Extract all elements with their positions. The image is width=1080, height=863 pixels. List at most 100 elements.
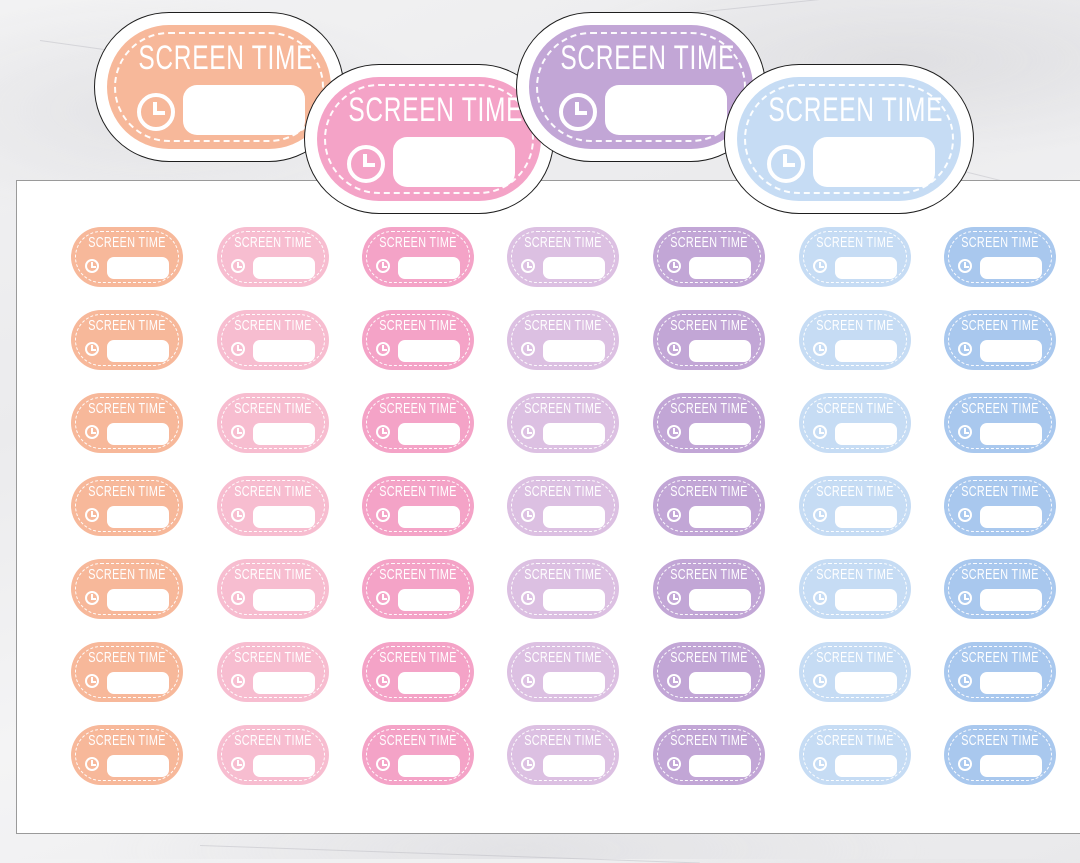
clock-icon xyxy=(521,508,535,522)
write-in-box xyxy=(398,506,460,528)
clock-icon xyxy=(231,674,245,688)
sticker-title: SCREEN TIME xyxy=(234,566,312,583)
clock-icon xyxy=(667,259,681,273)
clock-icon xyxy=(231,259,245,273)
clock-icon xyxy=(958,425,972,439)
sticker-light_pink: SCREEN TIME xyxy=(217,310,329,370)
sticker-title: SCREEN TIME xyxy=(961,234,1039,251)
sticker-title: SCREEN TIME xyxy=(379,649,457,666)
sticker-peach: SCREEN TIME xyxy=(71,476,183,536)
write-in-box xyxy=(398,257,460,279)
write-in-box xyxy=(835,340,897,362)
clock-icon xyxy=(521,591,535,605)
sticker-title: SCREEN TIME xyxy=(88,566,166,583)
clock-icon xyxy=(231,425,245,439)
sticker-light_pink: SCREEN TIME xyxy=(217,227,329,287)
write-in-box xyxy=(980,589,1042,611)
clock-icon xyxy=(667,757,681,771)
featured-sticker-purple: SCREEN TIME xyxy=(516,12,766,162)
write-in-box xyxy=(107,506,169,528)
clock-icon xyxy=(85,591,99,605)
sticker-title: SCREEN TIME xyxy=(670,732,748,749)
sticker-purple: SCREEN TIME xyxy=(653,227,765,287)
sticker-title: SCREEN TIME xyxy=(234,483,312,500)
clock-icon xyxy=(521,425,535,439)
sticker-title: SCREEN TIME xyxy=(816,732,894,749)
write-in-box xyxy=(253,755,315,777)
write-in-box xyxy=(398,340,460,362)
sticker-title: SCREEN TIME xyxy=(670,317,748,334)
sticker-purple: SCREEN TIME xyxy=(653,310,765,370)
sticker-title: SCREEN TIME xyxy=(670,234,748,251)
sticker-title: SCREEN TIME xyxy=(524,317,602,334)
sticker-title: SCREEN TIME xyxy=(379,234,457,251)
sticker-pink: SCREEN TIME xyxy=(362,559,474,619)
sticker-purple: SCREEN TIME xyxy=(653,393,765,453)
clock-icon xyxy=(667,342,681,356)
write-in-box xyxy=(980,257,1042,279)
clock-icon xyxy=(231,757,245,771)
clock-icon xyxy=(667,674,681,688)
clock-icon xyxy=(813,259,827,273)
write-in-box xyxy=(605,85,727,135)
sticker-light_blue: SCREEN TIME xyxy=(799,559,911,619)
sticker-pink: SCREEN TIME xyxy=(362,725,474,785)
sticker-title: SCREEN TIME xyxy=(524,400,602,417)
sticker-title: SCREEN TIME xyxy=(379,483,457,500)
sticker-lilac: SCREEN TIME xyxy=(507,227,619,287)
write-in-box xyxy=(253,672,315,694)
sticker-peach: SCREEN TIME xyxy=(71,227,183,287)
sticker-title: SCREEN TIME xyxy=(961,732,1039,749)
sticker-blue: SCREEN TIME xyxy=(944,476,1056,536)
sticker-purple: SCREEN TIME xyxy=(653,476,765,536)
write-in-box xyxy=(543,423,605,445)
sticker-title: SCREEN TIME xyxy=(524,234,602,251)
sticker-light_blue: SCREEN TIME xyxy=(799,642,911,702)
featured-sticker-peach: SCREEN TIME xyxy=(94,12,344,162)
clock-icon xyxy=(813,508,827,522)
sticker-title: SCREEN TIME xyxy=(524,483,602,500)
clock-icon xyxy=(813,342,827,356)
clock-icon xyxy=(521,342,535,356)
sticker-title: SCREEN TIME xyxy=(961,400,1039,417)
clock-icon xyxy=(958,674,972,688)
sticker-blue: SCREEN TIME xyxy=(944,725,1056,785)
write-in-box xyxy=(689,755,751,777)
write-in-box xyxy=(183,85,305,135)
sticker-purple: SCREEN TIME xyxy=(653,725,765,785)
write-in-box xyxy=(980,506,1042,528)
sticker-title: SCREEN TIME xyxy=(88,732,166,749)
clock-icon xyxy=(231,591,245,605)
featured-sticker-title: SCREEN TIME xyxy=(768,91,944,129)
sticker-light_pink: SCREEN TIME xyxy=(217,559,329,619)
clock-icon xyxy=(376,674,390,688)
write-in-box xyxy=(813,137,935,187)
write-in-box xyxy=(398,423,460,445)
clock-icon xyxy=(958,259,972,273)
clock-icon xyxy=(85,757,99,771)
sticker-title: SCREEN TIME xyxy=(961,483,1039,500)
sticker-sheet: SCREEN TIME SCREEN TIME SCREEN TIME SCREEN … xyxy=(16,180,1080,834)
clock-icon xyxy=(376,508,390,522)
write-in-box xyxy=(689,340,751,362)
sticker-light_pink: SCREEN TIME xyxy=(217,725,329,785)
clock-icon xyxy=(85,259,99,273)
clock-icon xyxy=(667,425,681,439)
featured-sticker-body: SCREEN TIME xyxy=(529,25,753,149)
sticker-light_blue: SCREEN TIME xyxy=(799,725,911,785)
sticker-title: SCREEN TIME xyxy=(234,649,312,666)
sticker-blue: SCREEN TIME xyxy=(944,559,1056,619)
sticker-title: SCREEN TIME xyxy=(670,649,748,666)
write-in-box xyxy=(543,506,605,528)
sticker-title: SCREEN TIME xyxy=(88,317,166,334)
clock-icon xyxy=(376,591,390,605)
write-in-box xyxy=(835,423,897,445)
sticker-lilac: SCREEN TIME xyxy=(507,725,619,785)
sticker-title: SCREEN TIME xyxy=(961,649,1039,666)
featured-sticker-light_blue: SCREEN TIME xyxy=(724,64,974,214)
write-in-box xyxy=(543,340,605,362)
clock-icon xyxy=(376,425,390,439)
sticker-title: SCREEN TIME xyxy=(670,400,748,417)
sticker-title: SCREEN TIME xyxy=(379,566,457,583)
sticker-lilac: SCREEN TIME xyxy=(507,476,619,536)
